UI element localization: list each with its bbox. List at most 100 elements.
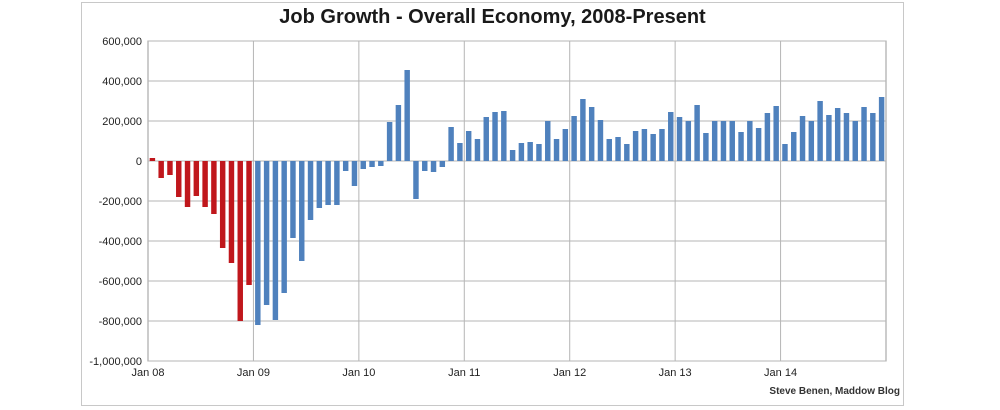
bar <box>580 99 585 161</box>
bar <box>185 161 190 207</box>
bar <box>352 161 357 186</box>
bar <box>536 144 541 161</box>
y-tick-label: -800,000 <box>99 316 142 328</box>
bar <box>220 161 225 248</box>
bar <box>246 161 251 285</box>
bar <box>404 70 409 161</box>
bar <box>738 132 743 161</box>
bar <box>545 121 550 161</box>
bar <box>299 161 304 261</box>
bar <box>826 115 831 161</box>
bar <box>308 161 313 220</box>
bar <box>519 143 524 161</box>
bar <box>273 161 278 320</box>
bar <box>492 112 497 161</box>
bar <box>527 142 532 161</box>
bar <box>800 116 805 161</box>
bar <box>361 161 366 169</box>
bar <box>721 121 726 161</box>
bar <box>853 121 858 161</box>
bar <box>782 144 787 161</box>
bar <box>598 120 603 161</box>
bar <box>791 132 796 161</box>
bar <box>510 150 515 161</box>
bar <box>325 161 330 205</box>
bar <box>642 129 647 161</box>
bar <box>694 105 699 161</box>
y-tick-label: 200,000 <box>102 116 142 128</box>
x-tick-label: Jan 12 <box>553 367 586 379</box>
bar <box>686 121 691 161</box>
bar <box>317 161 322 208</box>
bar <box>150 158 155 161</box>
y-tick-label: 600,000 <box>102 36 142 48</box>
bar <box>202 161 207 207</box>
bar <box>563 129 568 161</box>
bar <box>440 161 445 167</box>
bar <box>677 117 682 161</box>
bar <box>747 121 752 161</box>
bar <box>879 97 884 161</box>
bar <box>607 139 612 161</box>
x-tick-label: Jan 10 <box>342 367 375 379</box>
bar <box>238 161 243 321</box>
credit-label: Steve Benen, Maddow Blog <box>769 386 900 397</box>
y-tick-label: 400,000 <box>102 76 142 88</box>
bar <box>158 161 163 178</box>
bar <box>615 137 620 161</box>
x-tick-label: Jan 09 <box>237 367 270 379</box>
bar <box>264 161 269 305</box>
bar <box>378 161 383 166</box>
bar <box>861 107 866 161</box>
bar <box>387 122 392 161</box>
bar <box>229 161 234 263</box>
bar <box>431 161 436 172</box>
bar <box>817 101 822 161</box>
x-tick-label: Jan 11 <box>448 367 480 379</box>
bar <box>659 129 664 161</box>
bar <box>194 161 199 196</box>
y-tick-label: -400,000 <box>99 236 142 248</box>
bar <box>809 121 814 161</box>
bar <box>633 131 638 161</box>
x-tick-label: Jan 13 <box>659 367 692 379</box>
y-tick-label: -600,000 <box>99 276 142 288</box>
bar <box>334 161 339 205</box>
bar <box>369 161 374 167</box>
bar <box>712 121 717 161</box>
bar <box>870 113 875 161</box>
bar <box>501 111 506 161</box>
bar <box>554 139 559 161</box>
bar <box>765 113 770 161</box>
bar <box>589 107 594 161</box>
bar <box>255 161 260 325</box>
bar <box>343 161 348 171</box>
chart-plot: 600,000 400,000 200,000 0 -200,000 -400,000 -6… <box>0 0 1000 410</box>
x-tick-label: Jan 14 <box>764 367 797 379</box>
bar <box>624 144 629 161</box>
bar <box>290 161 295 238</box>
bar <box>475 139 480 161</box>
bar <box>211 161 216 214</box>
x-tick-label: Jan 08 <box>131 367 164 379</box>
bar <box>571 116 576 161</box>
bar <box>396 105 401 161</box>
bar <box>484 117 489 161</box>
bar <box>448 127 453 161</box>
bar <box>773 106 778 161</box>
y-tick-label: 0 <box>136 156 142 168</box>
bar <box>844 113 849 161</box>
bar <box>650 134 655 161</box>
y-tick-label: -200,000 <box>99 196 142 208</box>
bar <box>167 161 172 175</box>
bar <box>422 161 427 171</box>
bar <box>730 121 735 161</box>
bar <box>457 143 462 161</box>
bar <box>756 128 761 161</box>
bar <box>176 161 181 197</box>
bar <box>703 133 708 161</box>
bar <box>281 161 286 293</box>
bar <box>413 161 418 199</box>
bar <box>835 108 840 161</box>
bar <box>466 131 471 161</box>
